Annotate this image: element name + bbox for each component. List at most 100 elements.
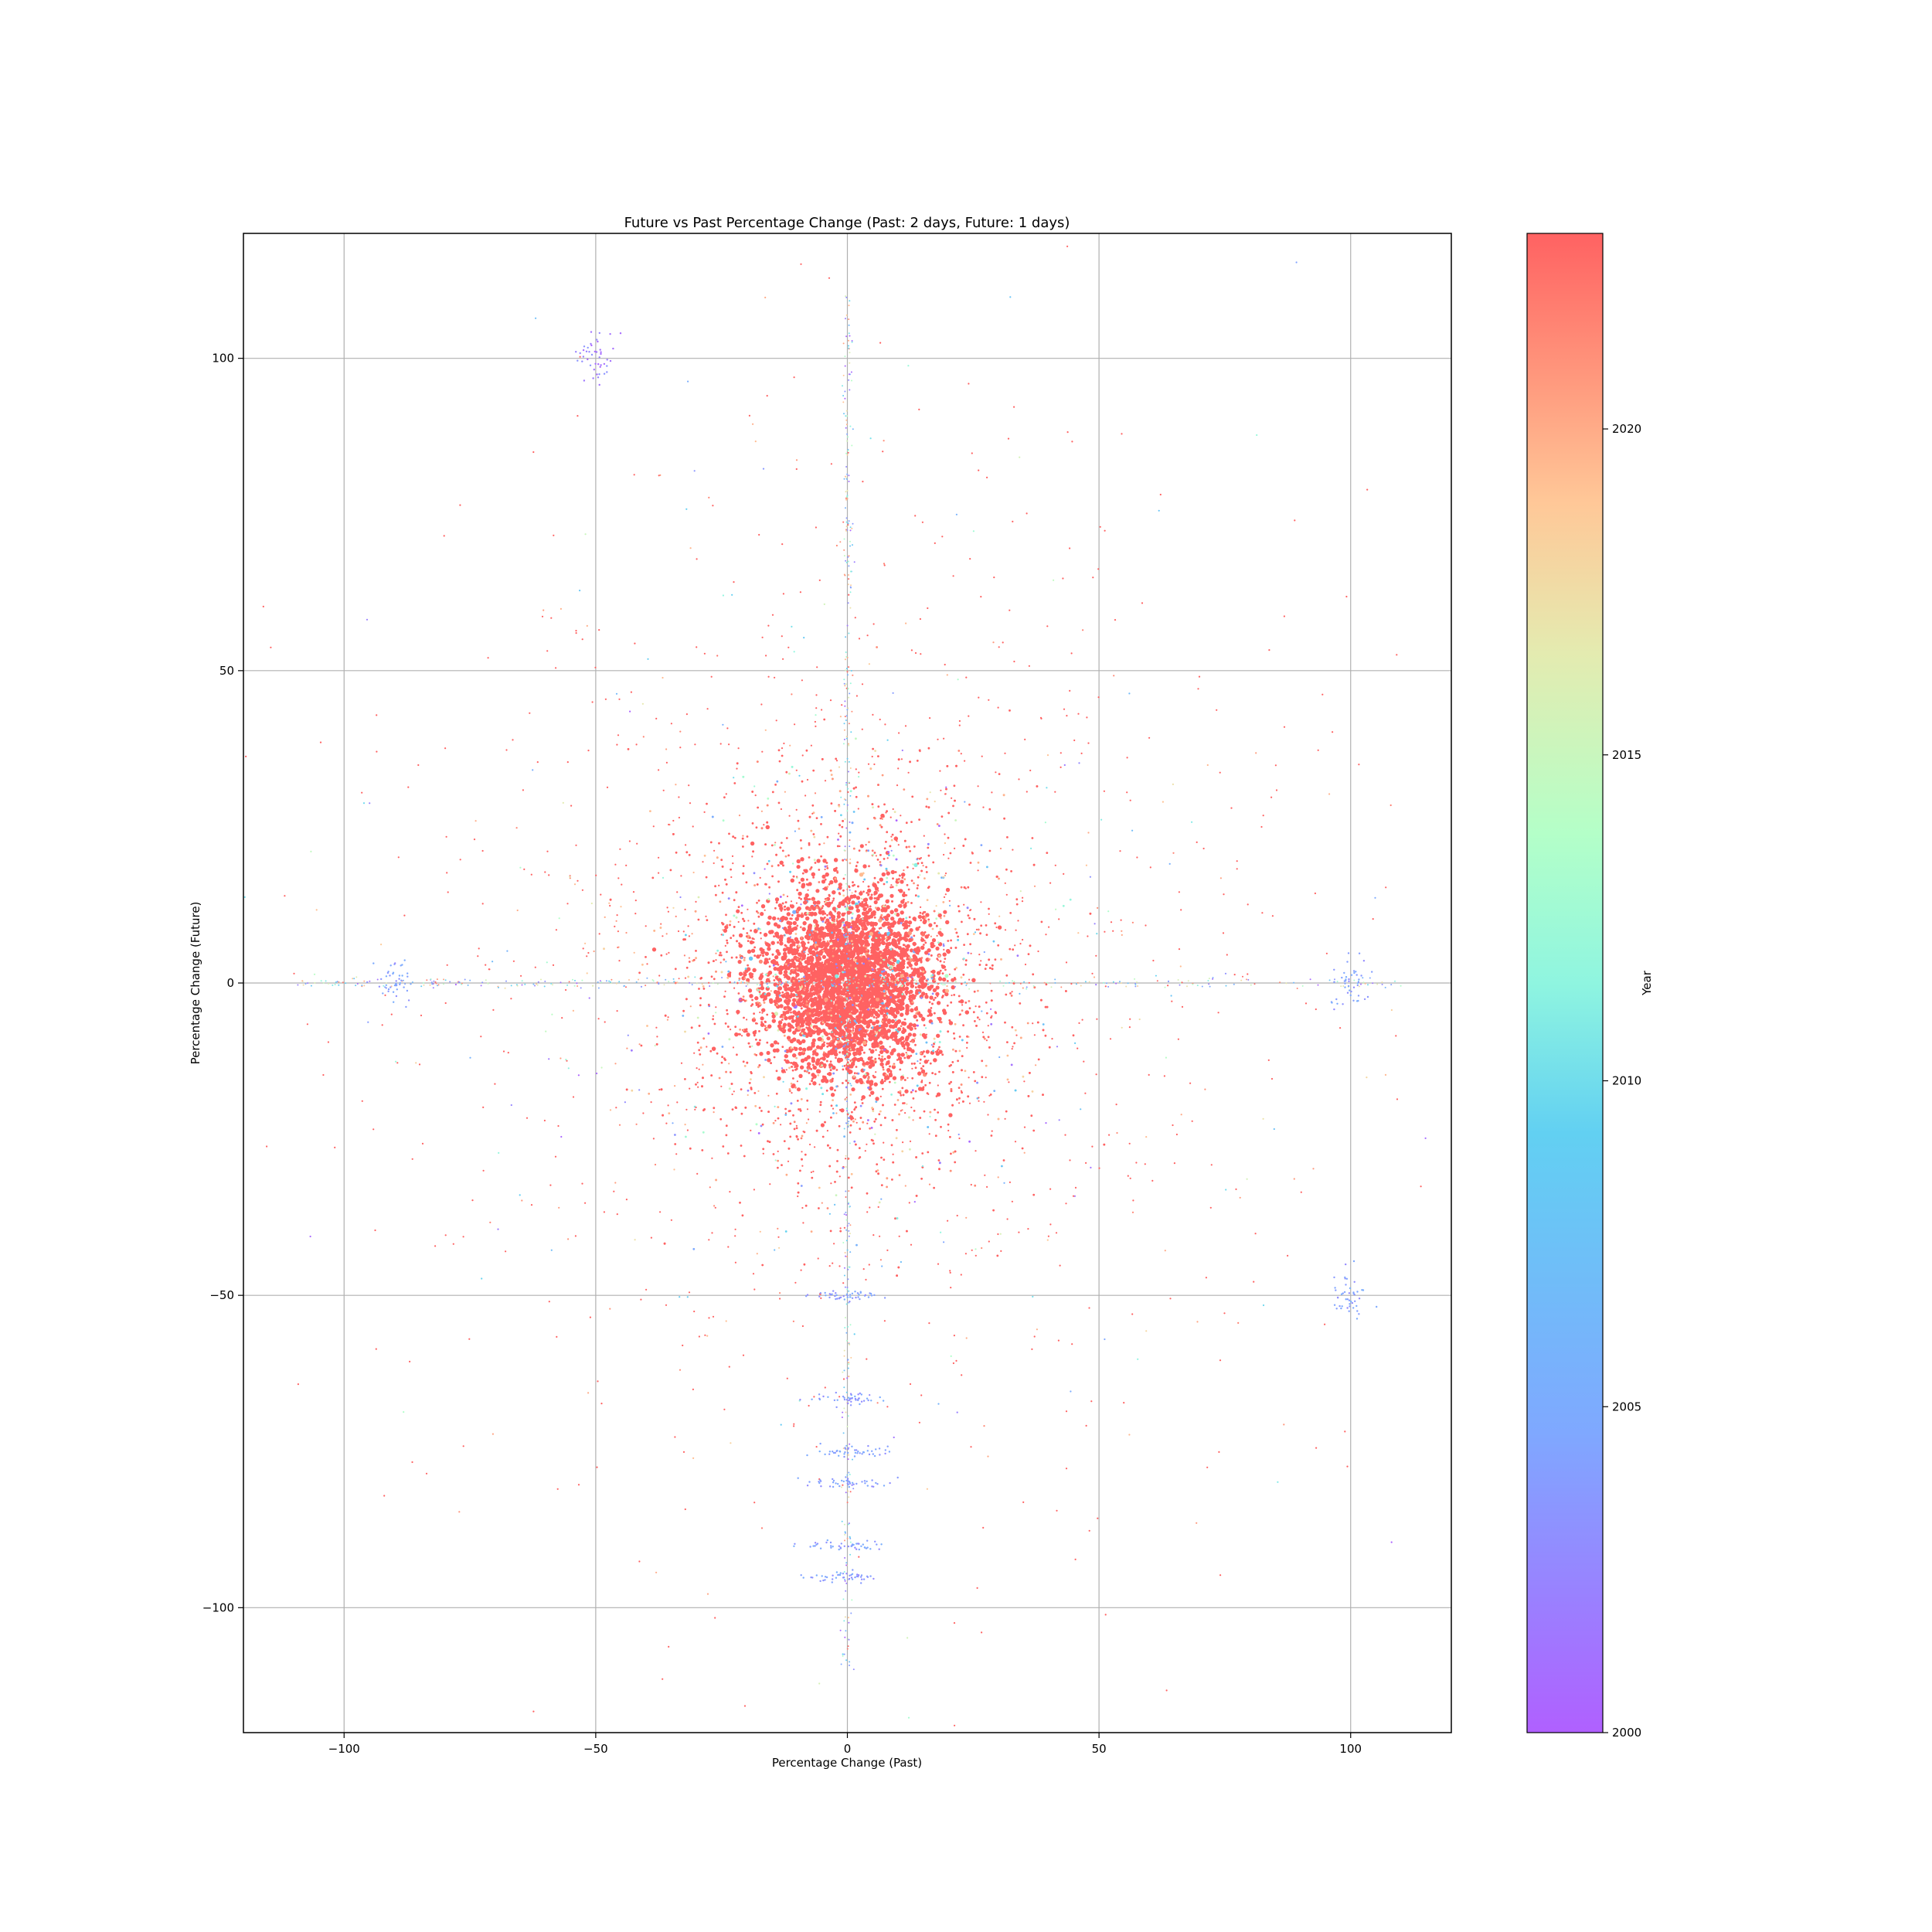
data-point <box>804 896 808 901</box>
data-point <box>951 985 955 990</box>
data-point <box>889 893 894 898</box>
data-point <box>928 923 933 927</box>
data-point <box>896 1053 901 1057</box>
data-point <box>800 857 804 862</box>
data-point <box>856 1016 861 1021</box>
data-point <box>901 995 906 1000</box>
data-point <box>873 900 878 905</box>
data-point <box>944 974 949 978</box>
data-point <box>933 1058 937 1063</box>
data-point <box>925 913 930 917</box>
data-point <box>796 1087 801 1092</box>
data-point <box>886 1002 891 1007</box>
data-point <box>924 995 929 999</box>
data-point <box>792 920 797 926</box>
data-point <box>917 914 922 919</box>
data-point <box>893 1014 897 1019</box>
data-point <box>777 924 781 929</box>
data-point <box>790 878 794 883</box>
data-point <box>828 954 832 959</box>
data-point <box>844 1014 849 1019</box>
data-point <box>808 906 812 911</box>
data-point <box>948 1021 953 1026</box>
data-point <box>761 1008 766 1012</box>
data-point <box>792 910 797 914</box>
data-point <box>738 971 743 976</box>
data-point <box>896 913 900 917</box>
data-point <box>920 945 925 950</box>
data-point <box>760 1022 765 1027</box>
data-point <box>837 923 842 928</box>
data-point <box>749 940 754 944</box>
data-point <box>904 1089 909 1094</box>
data-point <box>884 1076 889 1080</box>
data-point <box>767 1058 771 1063</box>
data-point <box>792 1037 797 1042</box>
data-point <box>792 964 797 969</box>
data-point <box>901 961 906 966</box>
data-point <box>819 1000 824 1005</box>
data-point <box>809 912 814 917</box>
data-point <box>875 1097 879 1101</box>
data-point <box>942 952 947 957</box>
data-point <box>813 934 818 939</box>
data-point <box>791 1002 796 1007</box>
data-point <box>784 1054 788 1059</box>
data-point <box>931 938 937 943</box>
data-point <box>808 882 812 886</box>
data-point <box>872 947 876 952</box>
data-point <box>809 964 815 969</box>
data-point <box>913 961 919 966</box>
data-point <box>900 1036 905 1041</box>
data-point <box>835 933 839 937</box>
data-point <box>800 877 804 882</box>
data-point <box>794 937 798 941</box>
data-point <box>894 908 899 913</box>
data-point <box>791 1019 795 1023</box>
data-point <box>886 913 890 918</box>
data-point <box>859 932 863 937</box>
data-point <box>739 933 743 937</box>
data-point <box>760 986 764 991</box>
data-point <box>827 1050 832 1055</box>
data-point <box>893 968 898 972</box>
data-point <box>801 884 805 889</box>
data-points <box>243 245 1427 1726</box>
data-point <box>806 961 811 966</box>
data-point <box>773 966 777 971</box>
data-point <box>937 1001 941 1005</box>
data-point <box>760 912 764 917</box>
data-point <box>749 994 753 998</box>
data-point <box>939 932 944 937</box>
data-point <box>829 1086 834 1091</box>
data-point <box>863 897 869 902</box>
data-point <box>913 1014 917 1019</box>
data-point <box>879 1049 884 1054</box>
data-point <box>832 958 837 963</box>
data-point <box>806 936 811 940</box>
data-point <box>907 920 913 925</box>
data-point <box>971 978 976 982</box>
data-point <box>900 879 904 884</box>
data-point <box>851 1087 855 1092</box>
data-point <box>879 877 883 882</box>
data-point <box>764 951 769 956</box>
data-point <box>802 921 807 926</box>
data-point <box>815 1045 821 1049</box>
data-point <box>750 948 756 953</box>
data-point <box>868 1036 872 1041</box>
data-point <box>862 1040 867 1045</box>
data-point <box>835 1008 839 1013</box>
data-point <box>825 1032 829 1036</box>
data-point <box>781 965 785 971</box>
data-point <box>827 901 832 906</box>
data-point <box>860 1002 865 1008</box>
data-point <box>767 992 771 997</box>
data-point <box>817 940 821 945</box>
data-point <box>943 1011 947 1015</box>
data-point <box>798 1073 803 1078</box>
data-point <box>747 967 751 971</box>
data-point <box>819 930 824 935</box>
data-point <box>890 869 895 875</box>
data-point <box>896 1019 901 1024</box>
